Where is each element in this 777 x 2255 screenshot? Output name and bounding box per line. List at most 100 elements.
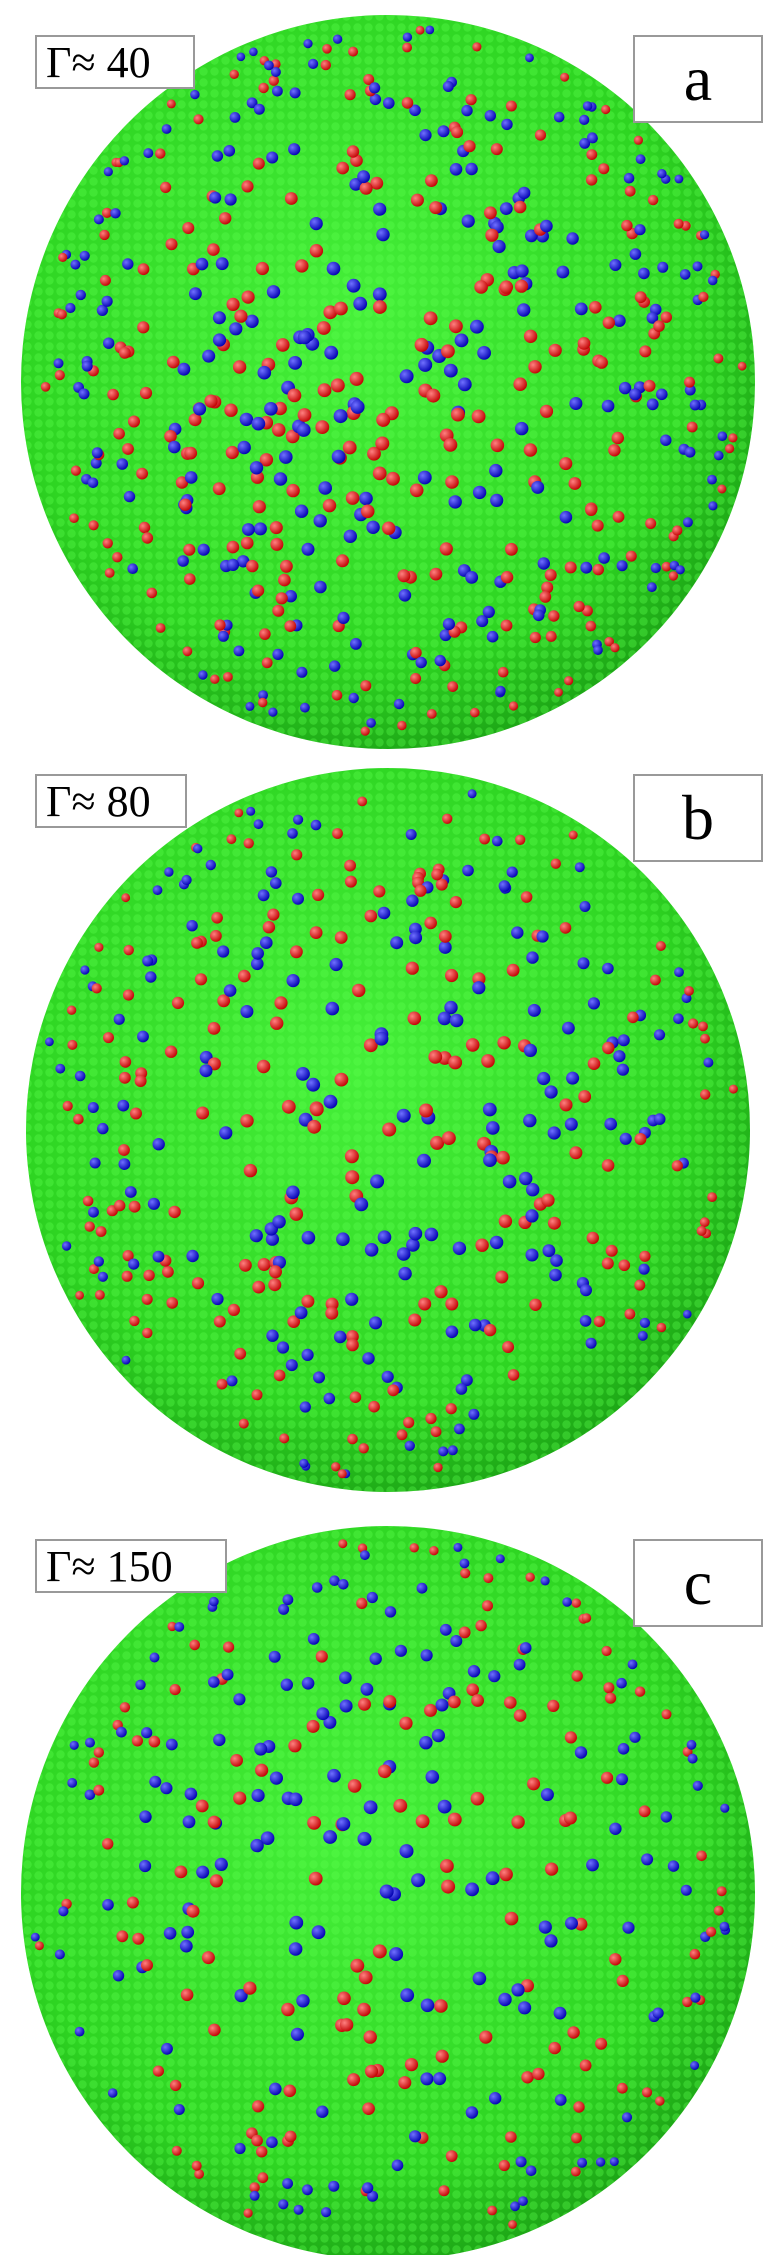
particle	[357, 797, 367, 807]
particle	[438, 1012, 452, 1026]
particle	[432, 1729, 445, 1742]
particle	[174, 2104, 185, 2115]
particle	[359, 492, 373, 506]
particle	[35, 1941, 44, 1950]
particle	[289, 1916, 303, 1930]
particle	[58, 253, 67, 262]
particle	[334, 409, 348, 423]
particle	[647, 398, 659, 410]
particle	[128, 1259, 139, 1270]
particle	[122, 443, 134, 455]
particle	[616, 1773, 628, 1785]
particle	[592, 520, 604, 532]
particle	[448, 1445, 458, 1455]
particle	[440, 1624, 452, 1636]
particle	[362, 2182, 373, 2193]
particle	[366, 521, 379, 534]
particle	[575, 862, 585, 872]
particle	[102, 296, 113, 307]
particle	[573, 2101, 584, 2112]
particle	[514, 1709, 527, 1722]
particle	[330, 958, 343, 971]
particle	[317, 321, 331, 335]
particle	[617, 1064, 629, 1076]
particle	[149, 1736, 161, 1748]
particle	[280, 560, 293, 573]
particle	[598, 552, 610, 564]
particle	[392, 2160, 404, 2172]
particle	[233, 360, 246, 373]
particle	[362, 2102, 375, 2115]
particle	[425, 26, 434, 35]
particle	[153, 1138, 165, 1150]
particle	[80, 965, 89, 974]
particle	[204, 395, 217, 408]
particle	[416, 1814, 430, 1828]
particle	[285, 192, 298, 205]
particle	[559, 457, 572, 470]
particle	[246, 560, 258, 572]
particle	[635, 1133, 647, 1145]
particle	[528, 1004, 541, 1017]
particle	[338, 1539, 347, 1548]
particle	[219, 212, 231, 224]
particle	[717, 485, 726, 494]
particle	[496, 1554, 505, 1563]
particle	[588, 997, 600, 1009]
particle	[378, 1765, 392, 1779]
particle	[571, 2167, 581, 2177]
particle	[156, 623, 166, 633]
particle	[421, 1649, 433, 1661]
particle	[638, 1331, 648, 1341]
particle	[438, 125, 450, 137]
particle	[164, 1927, 177, 1940]
particle	[580, 1315, 592, 1327]
particle	[406, 895, 418, 907]
particle	[362, 1352, 374, 1364]
particle	[318, 481, 332, 495]
particle	[297, 423, 311, 437]
particle	[728, 433, 737, 442]
particle	[103, 538, 113, 548]
particle	[624, 173, 635, 184]
particle	[445, 969, 458, 982]
particle	[487, 631, 499, 643]
particle	[442, 1131, 456, 1145]
particle	[714, 1906, 724, 1916]
particle	[525, 1209, 538, 1222]
particle	[90, 1158, 101, 1169]
particle	[238, 970, 251, 983]
particle	[234, 646, 245, 657]
particle	[311, 820, 322, 831]
particle	[240, 413, 253, 426]
particle	[417, 1583, 428, 1594]
particle	[326, 1002, 340, 1016]
particle	[344, 860, 356, 872]
particle	[541, 1576, 550, 1585]
particle	[336, 554, 349, 567]
particle	[274, 996, 287, 1009]
particle	[383, 1695, 396, 1708]
particle	[234, 2143, 245, 2154]
particle	[622, 1922, 634, 1934]
particle	[436, 879, 448, 891]
particle	[321, 60, 331, 70]
particle	[690, 1949, 701, 1960]
particle	[147, 588, 158, 599]
particle	[55, 1949, 65, 1959]
particle	[378, 907, 391, 920]
particle	[554, 2007, 567, 2020]
particle	[468, 789, 477, 798]
particle	[290, 87, 301, 98]
particle	[569, 477, 582, 490]
particle	[409, 2130, 421, 2142]
particle	[554, 688, 563, 697]
particle	[579, 115, 589, 125]
particle	[190, 90, 199, 99]
particle	[284, 620, 296, 632]
particle	[252, 1389, 263, 1400]
particle	[398, 1267, 411, 1280]
particle	[186, 920, 197, 931]
particle	[595, 2038, 607, 2050]
particle	[192, 1277, 204, 1289]
